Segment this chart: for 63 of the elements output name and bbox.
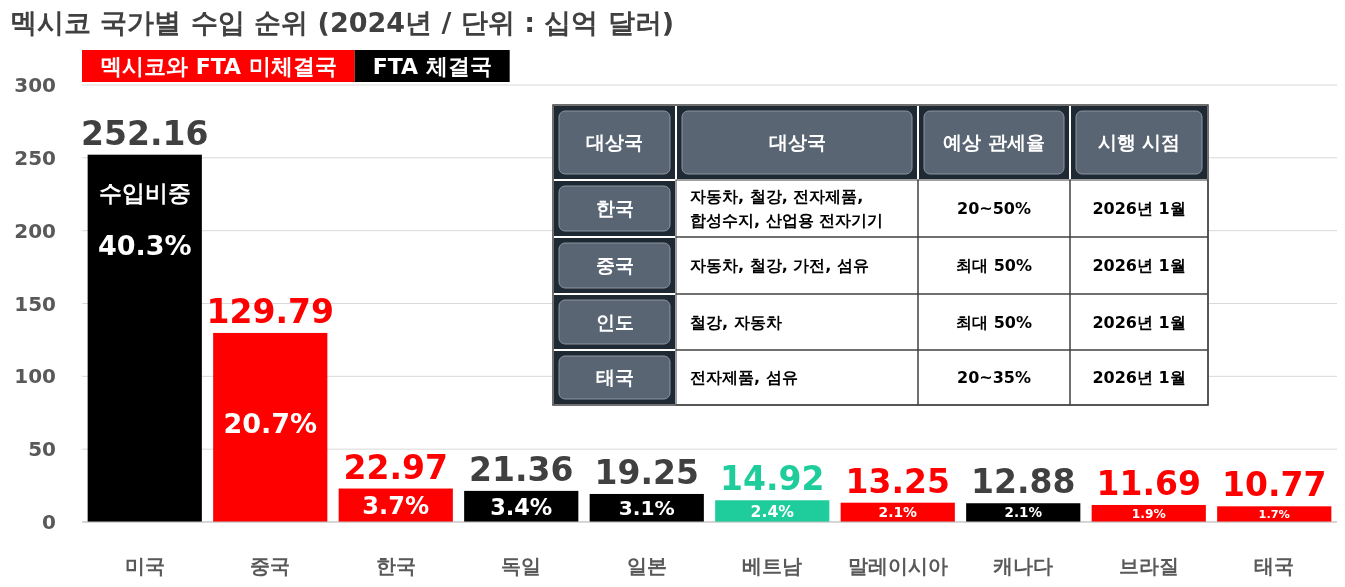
annotation: 한국 <box>595 197 634 220</box>
y-tick-label: 100 <box>14 364 56 389</box>
y-tick-label: 200 <box>14 218 56 243</box>
data-label: 19.25 <box>594 452 699 492</box>
annotation: 자동차, 철강, 전자제품, 합성수지, 산업용 전자기기 <box>690 187 884 231</box>
x-tick-label: 베트남 <box>742 554 803 578</box>
annotation: 전자제품, 섬유 <box>690 368 798 388</box>
annotation: 20.7% <box>223 407 318 439</box>
annotation: 예상 관세율 <box>943 131 1045 154</box>
y-tick-label: 300 <box>14 73 56 97</box>
annotation: 3.4% <box>490 493 553 520</box>
text: FTA 체결국 <box>372 54 492 79</box>
bar <box>87 154 202 522</box>
x-tick-label: 독일 <box>501 554 542 578</box>
annotation: 2026년 1월 <box>1092 256 1186 276</box>
annotation: 2.1% <box>1004 504 1043 521</box>
y-tick-label: 150 <box>14 291 56 316</box>
annotation: 시행 시점 <box>1097 131 1181 154</box>
y-tick-label: 0 <box>42 510 56 534</box>
annotation: 태국 <box>595 366 634 389</box>
annotation: 대상국 <box>586 131 643 154</box>
data-label: 22.97 <box>343 447 448 487</box>
data-label: 14.92 <box>720 459 825 499</box>
annotation: 대상국 <box>768 131 826 154</box>
annotation: 철강, 자동차 <box>690 312 782 332</box>
data-label: 12.88 <box>971 462 1076 502</box>
annotation: 3.1% <box>618 496 675 521</box>
data-label: 129.79 <box>206 291 334 331</box>
y-tick-label: 50 <box>28 437 56 462</box>
data-label: 252.16 <box>81 113 209 153</box>
annotation: 3.7% <box>362 491 430 520</box>
annotation: 2.4% <box>750 501 795 521</box>
annotation: 자동차, 철강, 가전, 섬유 <box>690 256 869 276</box>
annotation: 2026년 1월 <box>1092 312 1186 332</box>
x-tick-label: 미국 <box>124 554 165 578</box>
annotation: 20~35% <box>957 368 1031 388</box>
bar <box>213 332 328 522</box>
annotation: 40.3% <box>97 229 192 261</box>
annotation: 수입비중 <box>98 179 191 206</box>
annotation: 1.9% <box>1131 506 1166 521</box>
annotation: 2026년 1월 <box>1092 368 1186 388</box>
x-tick-label: 일본 <box>626 554 667 578</box>
x-tick-label: 캐나다 <box>993 554 1054 578</box>
annotation: 중국 <box>595 254 634 277</box>
annotation: 2026년 1월 <box>1092 199 1186 219</box>
text: 멕시코와 FTA 미체결국 <box>100 54 337 79</box>
annotation: 1.7% <box>1258 508 1290 522</box>
chart-title: 멕시코 국가별 수입 순위 (2024년 / 단위 : 십억 달러) <box>10 7 675 38</box>
data-label: 11.69 <box>1096 463 1201 503</box>
annotation: 최대 50% <box>956 256 1032 276</box>
data-label: 21.36 <box>469 449 574 489</box>
annotation: 2.1% <box>878 504 918 521</box>
x-tick-label: 태국 <box>1254 554 1295 578</box>
x-tick-label: 말레이시아 <box>847 554 948 578</box>
x-tick-label: 한국 <box>375 554 416 578</box>
x-tick-label: 브라질 <box>1118 554 1179 578</box>
annotation: 20~50% <box>957 199 1031 219</box>
annotation: 최대 50% <box>956 312 1032 332</box>
annotation: 인도 <box>595 310 634 333</box>
y-tick-label: 250 <box>14 145 56 170</box>
x-tick-label: 중국 <box>250 554 291 578</box>
data-label: 10.77 <box>1222 465 1327 505</box>
data-label: 13.25 <box>845 461 950 501</box>
